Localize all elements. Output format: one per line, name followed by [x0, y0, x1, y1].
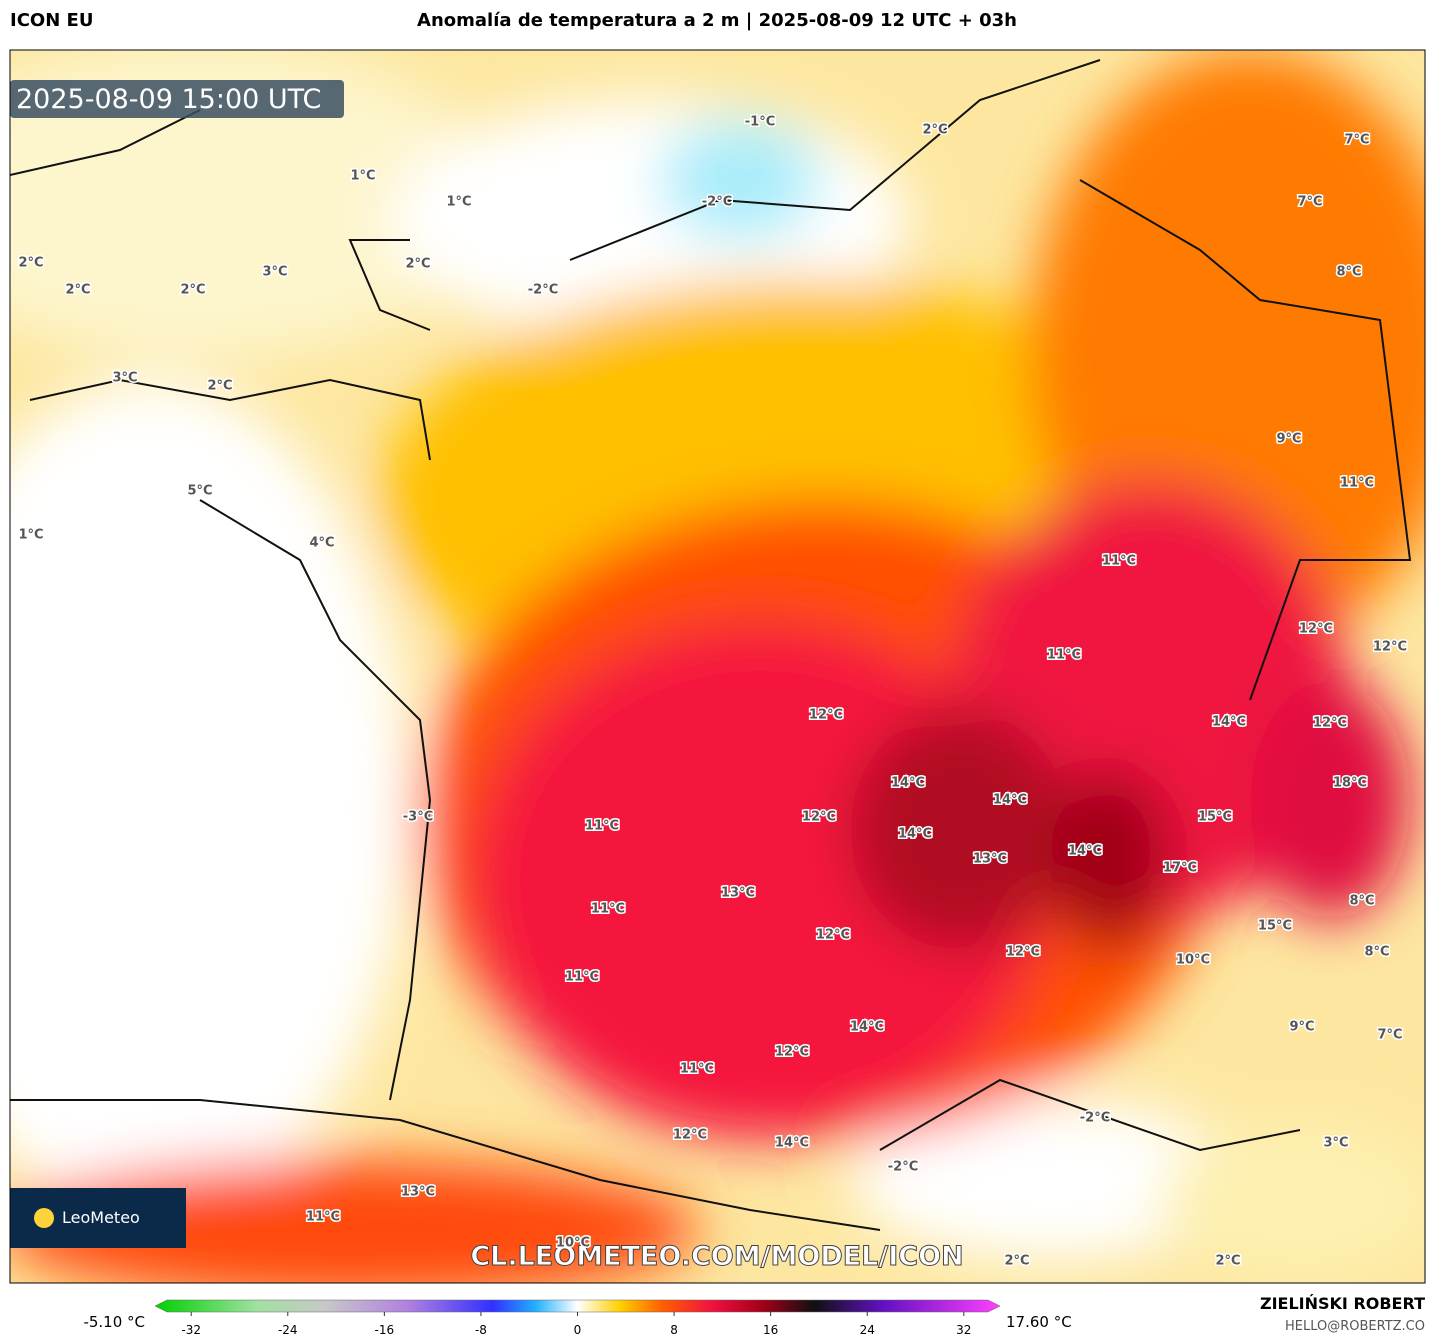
temperature-label: 12°C [673, 1128, 707, 1143]
temperature-label: 11°C [1102, 554, 1136, 569]
map-title: Anomalía de temperatura a 2 m | 2025-08-… [417, 10, 1017, 31]
temperature-label: 9°C [1289, 1020, 1314, 1035]
temperature-label: 14°C [993, 793, 1027, 808]
temperature-label: 13°C [401, 1185, 435, 1200]
author: ZIELIŃSKI ROBERT [1260, 1294, 1425, 1313]
temperature-label: 10°C [556, 1236, 590, 1251]
temperature-label: 5°C [187, 484, 212, 499]
temperature-label: 2°C [1215, 1254, 1240, 1269]
temperature-label: 2°C [207, 379, 232, 394]
temperature-label: 13°C [973, 852, 1007, 867]
colorbar-max: 17.60 °C [1006, 1313, 1072, 1331]
temperature-label: 11°C [680, 1062, 714, 1077]
temperature-label: 12°C [1313, 716, 1347, 731]
colorbar-tick-label: 32 [956, 1323, 971, 1337]
temperature-label: 13°C [721, 886, 755, 901]
colorbar-min: -5.10 °C [83, 1313, 145, 1331]
temperature-label: 3°C [112, 371, 137, 386]
temperature-label: 12°C [1299, 622, 1333, 637]
temperature-label: -3°C [403, 810, 433, 825]
temperature-label: 14°C [775, 1136, 809, 1151]
colorbar-tick-label: -32 [181, 1323, 201, 1337]
temperature-label: 4°C [309, 536, 334, 551]
temperature-label: 14°C [898, 827, 932, 842]
colorbar-tick-label: 24 [860, 1323, 875, 1337]
temperature-label: 2°C [922, 123, 947, 138]
temperature-label: 18°C [1333, 776, 1367, 791]
email: HELLO@ROBERTZ.CO [1285, 1319, 1425, 1334]
temperature-label: 7°C [1297, 195, 1322, 210]
temperature-label: 8°C [1336, 265, 1361, 280]
temperature-label: 1°C [18, 528, 43, 543]
temperature-label: 3°C [1323, 1136, 1348, 1151]
temperature-label: 9°C [1276, 432, 1301, 447]
temperature-label: 12°C [809, 708, 843, 723]
colorbar-tick-label: -16 [375, 1323, 395, 1337]
temperature-label: 7°C [1377, 1028, 1402, 1043]
temperature-label: 11°C [306, 1210, 340, 1225]
temperature-label: 17°C [1163, 861, 1197, 876]
temperature-label: -2°C [1080, 1111, 1110, 1126]
temperature-label: 12°C [802, 810, 836, 825]
temperature-label: 10°C [1176, 953, 1210, 968]
model-name: ICON EU [10, 10, 93, 31]
temperature-label: 2°C [405, 257, 430, 272]
colorbar-tick-label: -24 [278, 1323, 298, 1337]
timestamp-box [10, 80, 344, 118]
temperature-label: 12°C [775, 1045, 809, 1060]
temperature-label: 11°C [1340, 476, 1374, 491]
colorbar-tick-label: 0 [574, 1323, 582, 1337]
coastline [10, 59, 1412, 1231]
temperature-label: 15°C [1198, 810, 1232, 825]
temperature-label: 7°C [1344, 133, 1369, 148]
temperature-label: 2°C [18, 256, 43, 271]
temperature-label: -2°C [888, 1160, 918, 1175]
temperature-label: 12°C [816, 928, 850, 943]
temperature-label: 14°C [1212, 715, 1246, 730]
colorbar [154, 1299, 1001, 1313]
temperature-label: 8°C [1364, 945, 1389, 960]
temperature-label: 2°C [180, 283, 205, 298]
temperature-label: 14°C [1068, 844, 1102, 859]
temperature-label: 1°C [446, 195, 471, 210]
temperature-label: -2°C [702, 195, 732, 210]
temperature-label: 15°C [1258, 919, 1292, 934]
map: LeoMeteo 2025-08-09 15:00 UTC CL.LEOMETE… [10, 50, 1425, 1283]
temperature-label: 2°C [1004, 1254, 1029, 1269]
temperature-label: 8°C [1349, 894, 1374, 909]
map-frame [9, 49, 1426, 1284]
temperature-label: -1°C [745, 115, 775, 130]
colorbar-tick-label: -8 [475, 1323, 487, 1337]
temperature-label: 11°C [565, 970, 599, 985]
temperature-label: 1°C [350, 169, 375, 184]
temperature-label: 14°C [850, 1020, 884, 1035]
temperature-label: 12°C [1373, 640, 1407, 655]
temperature-label: 12°C [1006, 945, 1040, 960]
temperature-label: 3°C [262, 265, 287, 280]
temperature-label: 14°C [891, 776, 925, 791]
temperature-label: 11°C [591, 902, 625, 917]
temperature-label: 2°C [65, 283, 90, 298]
temperature-label: 11°C [1047, 648, 1081, 663]
logo-sun [34, 1208, 54, 1228]
colorbar-tick-label: 16 [763, 1323, 778, 1337]
logo: LeoMeteo [62, 1208, 140, 1227]
watermark: CL.LEOMETEO.COM/MODEL/ICON [470, 1241, 963, 1272]
timestamp: 2025-08-09 15:00 UTC [16, 84, 321, 115]
temperature-label: 11°C [585, 819, 619, 834]
temperature-label: -2°C [528, 283, 558, 298]
colorbar-tick-label: 8 [670, 1323, 678, 1337]
